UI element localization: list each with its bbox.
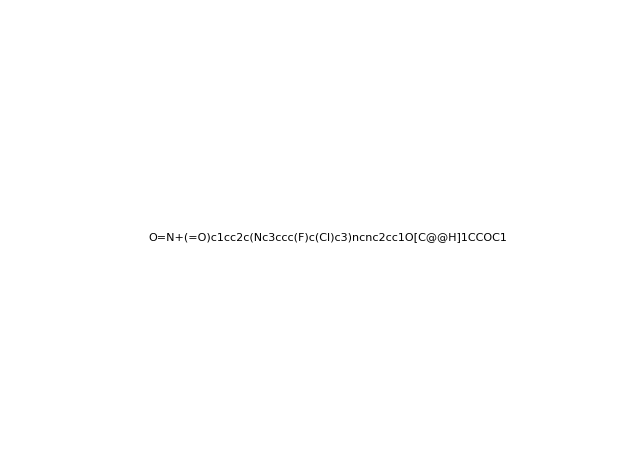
Text: O=N+(=O)c1cc2c(Nc3ccc(F)c(Cl)c3)ncnc2cc1O[C@@H]1CCOC1: O=N+(=O)c1cc2c(Nc3ccc(F)c(Cl)c3)ncnc2cc1… [148,232,508,243]
